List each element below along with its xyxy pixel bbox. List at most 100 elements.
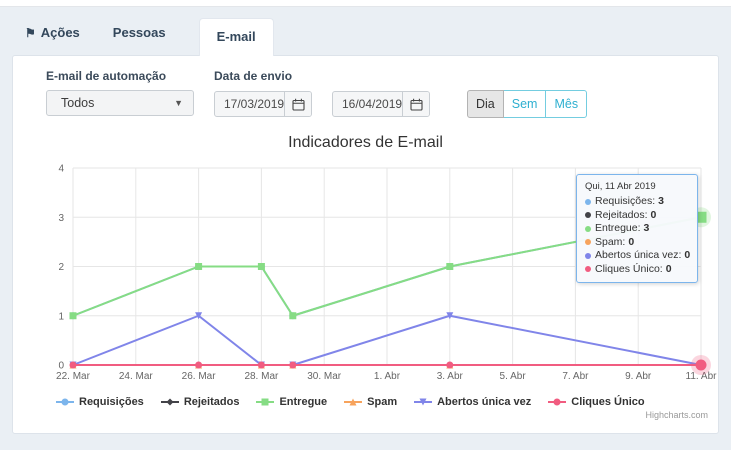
tooltip-series-name: Requisições: <box>595 195 656 207</box>
calendar-icon <box>291 98 305 111</box>
tooltip-series-value: 0 <box>665 262 672 275</box>
x-axis-tick-label: 11. Abr <box>686 371 718 382</box>
highcharts-credit[interactable]: Highcharts.com <box>645 410 708 420</box>
tooltip-rows: Requisições: 3 Rejeitados: 0 Entregue: 3 Spam:… <box>585 195 691 277</box>
send-date-filter-group: Data de envio 17/03/2019 16/04/2019 <box>214 69 588 118</box>
period-button-dia[interactable]: Dia <box>467 90 504 118</box>
tooltip-row: Rejeitados: 0 <box>585 209 689 223</box>
date-row: 17/03/2019 16/04/2019 <box>214 90 588 118</box>
automation-select-value: Todos <box>61 96 95 110</box>
legend-symbol[interactable] <box>553 398 561 406</box>
x-axis-tick-label: 7. Abr <box>562 371 589 382</box>
automation-select[interactable]: Todos ▼ <box>46 90 194 116</box>
period-button-sem[interactable]: Sem <box>502 90 547 118</box>
tooltip-row: Requisições: 3 <box>585 195 689 209</box>
data-point-entregue[interactable] <box>695 211 707 223</box>
tooltip-row: Abertos única vez: 0 <box>585 249 691 263</box>
x-axis-tick-label: 28. Mar <box>244 371 279 382</box>
legend-label: Spam <box>367 396 398 408</box>
tab-bar: ⚑ Ações Pessoas E-mail <box>0 7 731 56</box>
date-from-field: 17/03/2019 <box>214 91 312 117</box>
date-from-calendar-button[interactable] <box>284 92 311 116</box>
legend-symbol[interactable] <box>166 398 174 406</box>
send-date-label: Data de envio <box>214 69 293 83</box>
tooltip-series-dot <box>585 266 591 273</box>
date-to-field: 16/04/2019 <box>332 91 430 117</box>
legend-item-entregue[interactable]: Entregue <box>256 396 327 408</box>
chart-area: 0 1 2 3 4 22. Mar 24. Mar 26. Mar 28. Mar 30. Mar… <box>26 160 718 420</box>
legend-marker-icon <box>344 398 363 406</box>
data-point-entregue[interactable] <box>69 312 77 320</box>
data-point-abertos-única-vez[interactable] <box>195 312 203 320</box>
tooltip-series-value: 3 <box>643 222 650 234</box>
y-axis-tick-label: 1 <box>58 311 64 322</box>
legend-label: Entregue <box>279 396 328 408</box>
legend-symbol[interactable] <box>261 398 269 406</box>
tooltip-series-dot <box>585 198 591 205</box>
tooltip-series-value: 0 <box>650 208 657 221</box>
x-axis-tick-label: 1. Abr <box>374 371 401 382</box>
legend-label: Cliques Único <box>571 396 645 408</box>
legend-marker-icon <box>548 398 567 406</box>
legend-marker-icon <box>256 398 275 406</box>
line-chart: 0 1 2 3 4 22. Mar 24. Mar 26. Mar 28. Mar 30. Mar… <box>56 164 718 383</box>
legend-symbol[interactable] <box>349 398 357 406</box>
legend-marker-icon <box>414 398 433 406</box>
tooltip-series-value: 3 <box>658 195 664 207</box>
tooltip-header: Qui, 11 Abr 2019 <box>585 181 656 192</box>
legend-item-requisições[interactable]: Requisições <box>56 396 144 408</box>
legend-item-abertos-única-vez[interactable]: Abertos única vez <box>414 396 531 408</box>
legend-symbol[interactable] <box>419 398 427 406</box>
tooltip-series-value: 0 <box>628 235 635 248</box>
data-point-entregue[interactable] <box>446 263 454 270</box>
data-point-cliques-único[interactable] <box>195 361 203 369</box>
legend-symbol[interactable] <box>61 398 69 406</box>
tooltip-series-dot <box>585 212 591 219</box>
tooltip-series-value: 0 <box>684 249 691 261</box>
tab-acoes[interactable]: ⚑ Ações <box>25 25 80 55</box>
legend-item-rejeitados[interactable]: Rejeitados <box>160 396 239 408</box>
tab-pessoas-label: Pessoas <box>112 25 166 40</box>
tooltip-row: Cliques Único: 0 <box>585 263 689 277</box>
date-to-input[interactable]: 16/04/2019 <box>342 97 402 111</box>
tooltip-series-dot <box>585 252 591 259</box>
tooltip-row: Spam: 0 <box>585 236 689 250</box>
tab-pessoas[interactable]: Pessoas <box>113 25 166 55</box>
data-point-abertos-única-vez[interactable] <box>446 312 454 320</box>
data-point-cliques-único[interactable] <box>69 361 77 369</box>
data-point-cliques-único[interactable] <box>257 361 265 369</box>
x-axis-tick-label: 9. Abr <box>625 371 652 382</box>
tooltip-series-name: Rejeitados: <box>595 208 648 221</box>
date-from-input[interactable]: 17/03/2019 <box>224 97 284 111</box>
x-axis-tick-label: 26. Mar <box>182 371 217 382</box>
tooltip-series-dot <box>585 239 591 246</box>
x-axis-tick-label: 30. Mar <box>307 371 342 382</box>
date-to-calendar-button[interactable] <box>402 92 429 116</box>
legend-label: Requisições <box>79 396 144 408</box>
tooltip-series-name: Cliques Único: <box>595 262 663 275</box>
tooltip-series-name: Abertos única vez: <box>595 249 682 261</box>
y-axis-tick-label: 2 <box>58 262 64 273</box>
legend-marker-icon <box>56 398 74 406</box>
content-panel: E-mail de automação Todos ▼ Data de envi… <box>12 55 719 434</box>
legend-item-cliques-único[interactable]: Cliques Único <box>548 396 645 408</box>
y-axis-tick-label: 0 <box>58 361 64 372</box>
y-axis-tick-label: 4 <box>58 164 64 175</box>
data-point-cliques-único[interactable] <box>695 359 707 371</box>
data-point-cliques-único[interactable] <box>446 361 454 369</box>
filter-bar: E-mail de automação Todos ▼ Data de envi… <box>13 56 718 118</box>
data-point-entregue[interactable] <box>289 312 297 320</box>
legend-item-spam[interactable]: Spam <box>344 396 397 408</box>
tab-email[interactable]: E-mail <box>198 18 274 56</box>
tooltip-row: Entregue: 3 <box>585 222 689 236</box>
tooltip-series-dot <box>585 225 591 232</box>
tab-acoes-label: Ações <box>40 25 80 40</box>
x-axis-tick-label: 3. Abr <box>437 371 464 382</box>
tab-email-label: E-mail <box>216 29 256 44</box>
data-point-entregue[interactable] <box>195 263 203 270</box>
chevron-down-icon: ▼ <box>174 98 183 108</box>
period-button-mes[interactable]: Mês <box>545 90 588 118</box>
series-line-entregue <box>72 216 702 317</box>
data-point-cliques-único[interactable] <box>289 361 297 369</box>
data-point-entregue[interactable] <box>257 263 265 270</box>
